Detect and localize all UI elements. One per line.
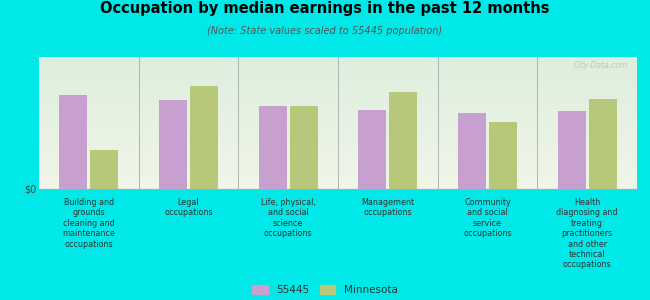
Bar	[39, 79, 637, 81]
Bar	[39, 149, 637, 152]
Bar	[39, 61, 637, 64]
Bar	[39, 99, 637, 101]
Bar	[39, 141, 637, 143]
Bar	[558, 111, 586, 189]
Bar	[59, 94, 87, 189]
Bar	[259, 106, 287, 189]
Bar	[39, 184, 637, 187]
Bar	[489, 122, 517, 189]
Text: Community
and social
service
occupations: Community and social service occupations	[463, 198, 512, 238]
Bar	[39, 75, 637, 77]
Bar	[39, 101, 637, 103]
Bar	[39, 182, 637, 184]
Bar	[39, 171, 637, 174]
Text: City-Data.com: City-Data.com	[574, 61, 628, 70]
Text: Management
occupations: Management occupations	[361, 198, 415, 218]
Bar	[39, 108, 637, 110]
Bar	[39, 57, 637, 59]
Bar	[39, 103, 637, 105]
Bar	[39, 70, 637, 72]
Bar	[39, 156, 637, 158]
Bar	[39, 160, 637, 163]
Bar	[39, 169, 637, 171]
Bar	[39, 134, 637, 136]
Bar	[589, 99, 617, 189]
Bar	[39, 152, 637, 154]
Bar	[39, 112, 637, 114]
Bar	[39, 125, 637, 128]
Bar	[39, 64, 637, 66]
Bar	[39, 138, 637, 141]
Bar	[159, 100, 187, 189]
Bar	[39, 72, 637, 75]
Bar	[39, 147, 637, 149]
Bar	[39, 143, 637, 145]
Text: Building and
grounds
cleaning and
maintenance
occupations: Building and grounds cleaning and mainte…	[62, 198, 115, 249]
Bar	[39, 77, 637, 79]
Bar	[39, 178, 637, 180]
Bar	[39, 59, 637, 61]
Bar	[290, 106, 318, 189]
Text: (Note: State values scaled to 55445 population): (Note: State values scaled to 55445 popu…	[207, 26, 443, 35]
Bar	[39, 83, 637, 85]
Bar	[39, 110, 637, 112]
Bar	[39, 123, 637, 125]
Bar	[39, 154, 637, 156]
Bar	[90, 150, 118, 189]
Text: Health
diagnosing and
treating
practitioners
and other
technical
occupations: Health diagnosing and treating practitio…	[556, 198, 618, 269]
Bar	[39, 163, 637, 165]
Bar	[39, 81, 637, 83]
Bar	[39, 158, 637, 160]
Bar	[39, 88, 637, 90]
Bar	[39, 176, 637, 178]
Bar	[39, 128, 637, 130]
Bar	[39, 187, 637, 189]
Bar	[39, 130, 637, 132]
Bar	[39, 121, 637, 123]
Bar	[39, 136, 637, 138]
Bar	[39, 116, 637, 119]
Bar	[39, 105, 637, 108]
Bar	[39, 68, 637, 70]
Bar	[358, 110, 386, 189]
Bar	[39, 167, 637, 169]
Bar	[39, 132, 637, 134]
Bar	[39, 66, 637, 68]
Bar	[39, 114, 637, 116]
Bar	[39, 97, 637, 99]
Bar	[389, 92, 417, 189]
Text: Occupation by median earnings in the past 12 months: Occupation by median earnings in the pas…	[100, 2, 550, 16]
Legend: 55445, Minnesota: 55445, Minnesota	[252, 285, 398, 295]
Bar	[39, 165, 637, 167]
Bar	[39, 94, 637, 97]
Bar	[39, 92, 637, 94]
Bar	[39, 85, 637, 88]
Bar	[39, 90, 637, 92]
Text: Life, physical,
and social
science
occupations: Life, physical, and social science occup…	[261, 198, 315, 238]
Bar	[458, 112, 486, 189]
Bar	[39, 118, 637, 121]
Bar	[190, 86, 218, 189]
Bar	[39, 174, 637, 176]
Bar	[39, 145, 637, 147]
Text: Legal
occupations: Legal occupations	[164, 198, 213, 218]
Bar	[39, 180, 637, 182]
